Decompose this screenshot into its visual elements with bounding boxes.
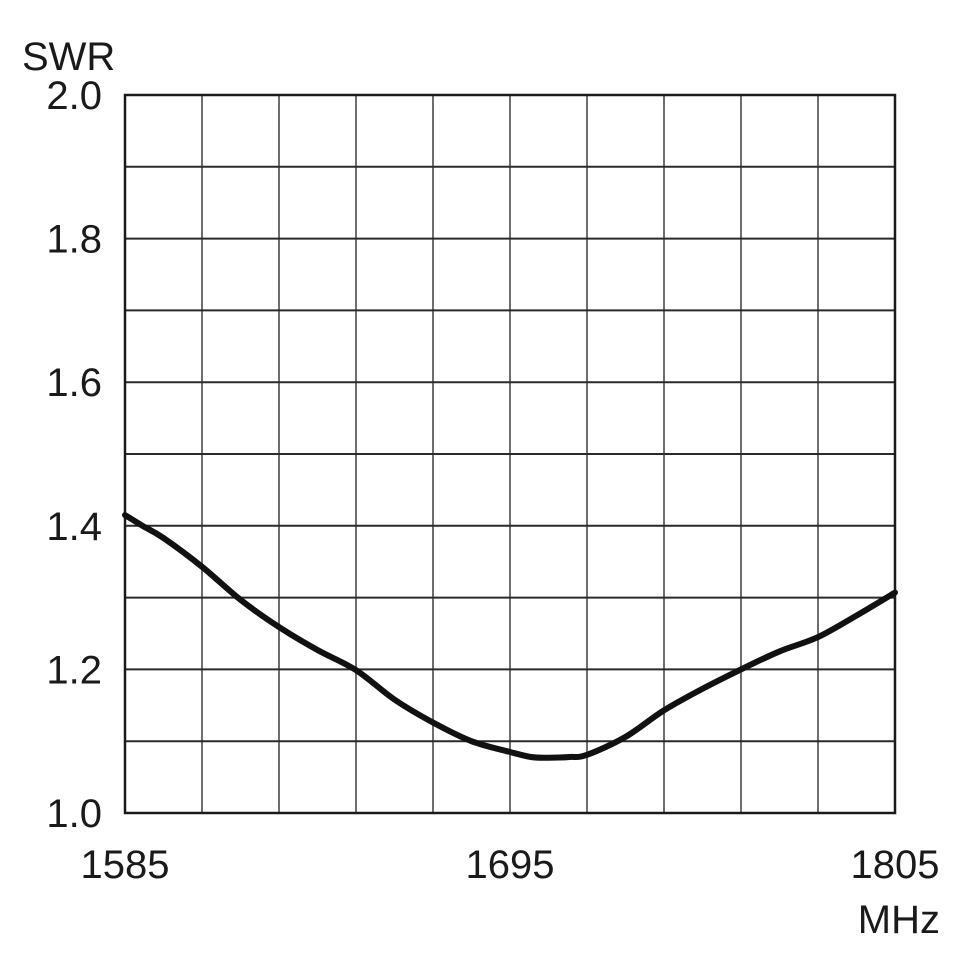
plot-frame [123,93,897,815]
y-tick-label: 2.0 [46,74,102,118]
y-axis-label: SWR [22,35,115,79]
series-group [122,512,898,761]
grid [125,95,895,813]
x-axis-label: MHz [858,898,940,942]
y-tick-labels: 2.0 1.8 1.6 1.4 1.2 1.0 [46,74,102,836]
y-tick-label: 1.6 [46,361,102,405]
y-tick-label: 1.8 [46,218,102,262]
series-line-0 [122,512,898,761]
x-tick-label: 1585 [81,843,170,887]
x-tick-label: 1695 [466,843,555,887]
y-tick-label: 1.2 [46,648,102,692]
x-tick-labels: 1585 1695 1805 [81,843,940,887]
plot-border [123,93,897,815]
y-tick-label: 1.0 [46,792,102,836]
y-tick-label: 1.4 [46,505,102,549]
x-tick-label: 1805 [851,843,940,887]
